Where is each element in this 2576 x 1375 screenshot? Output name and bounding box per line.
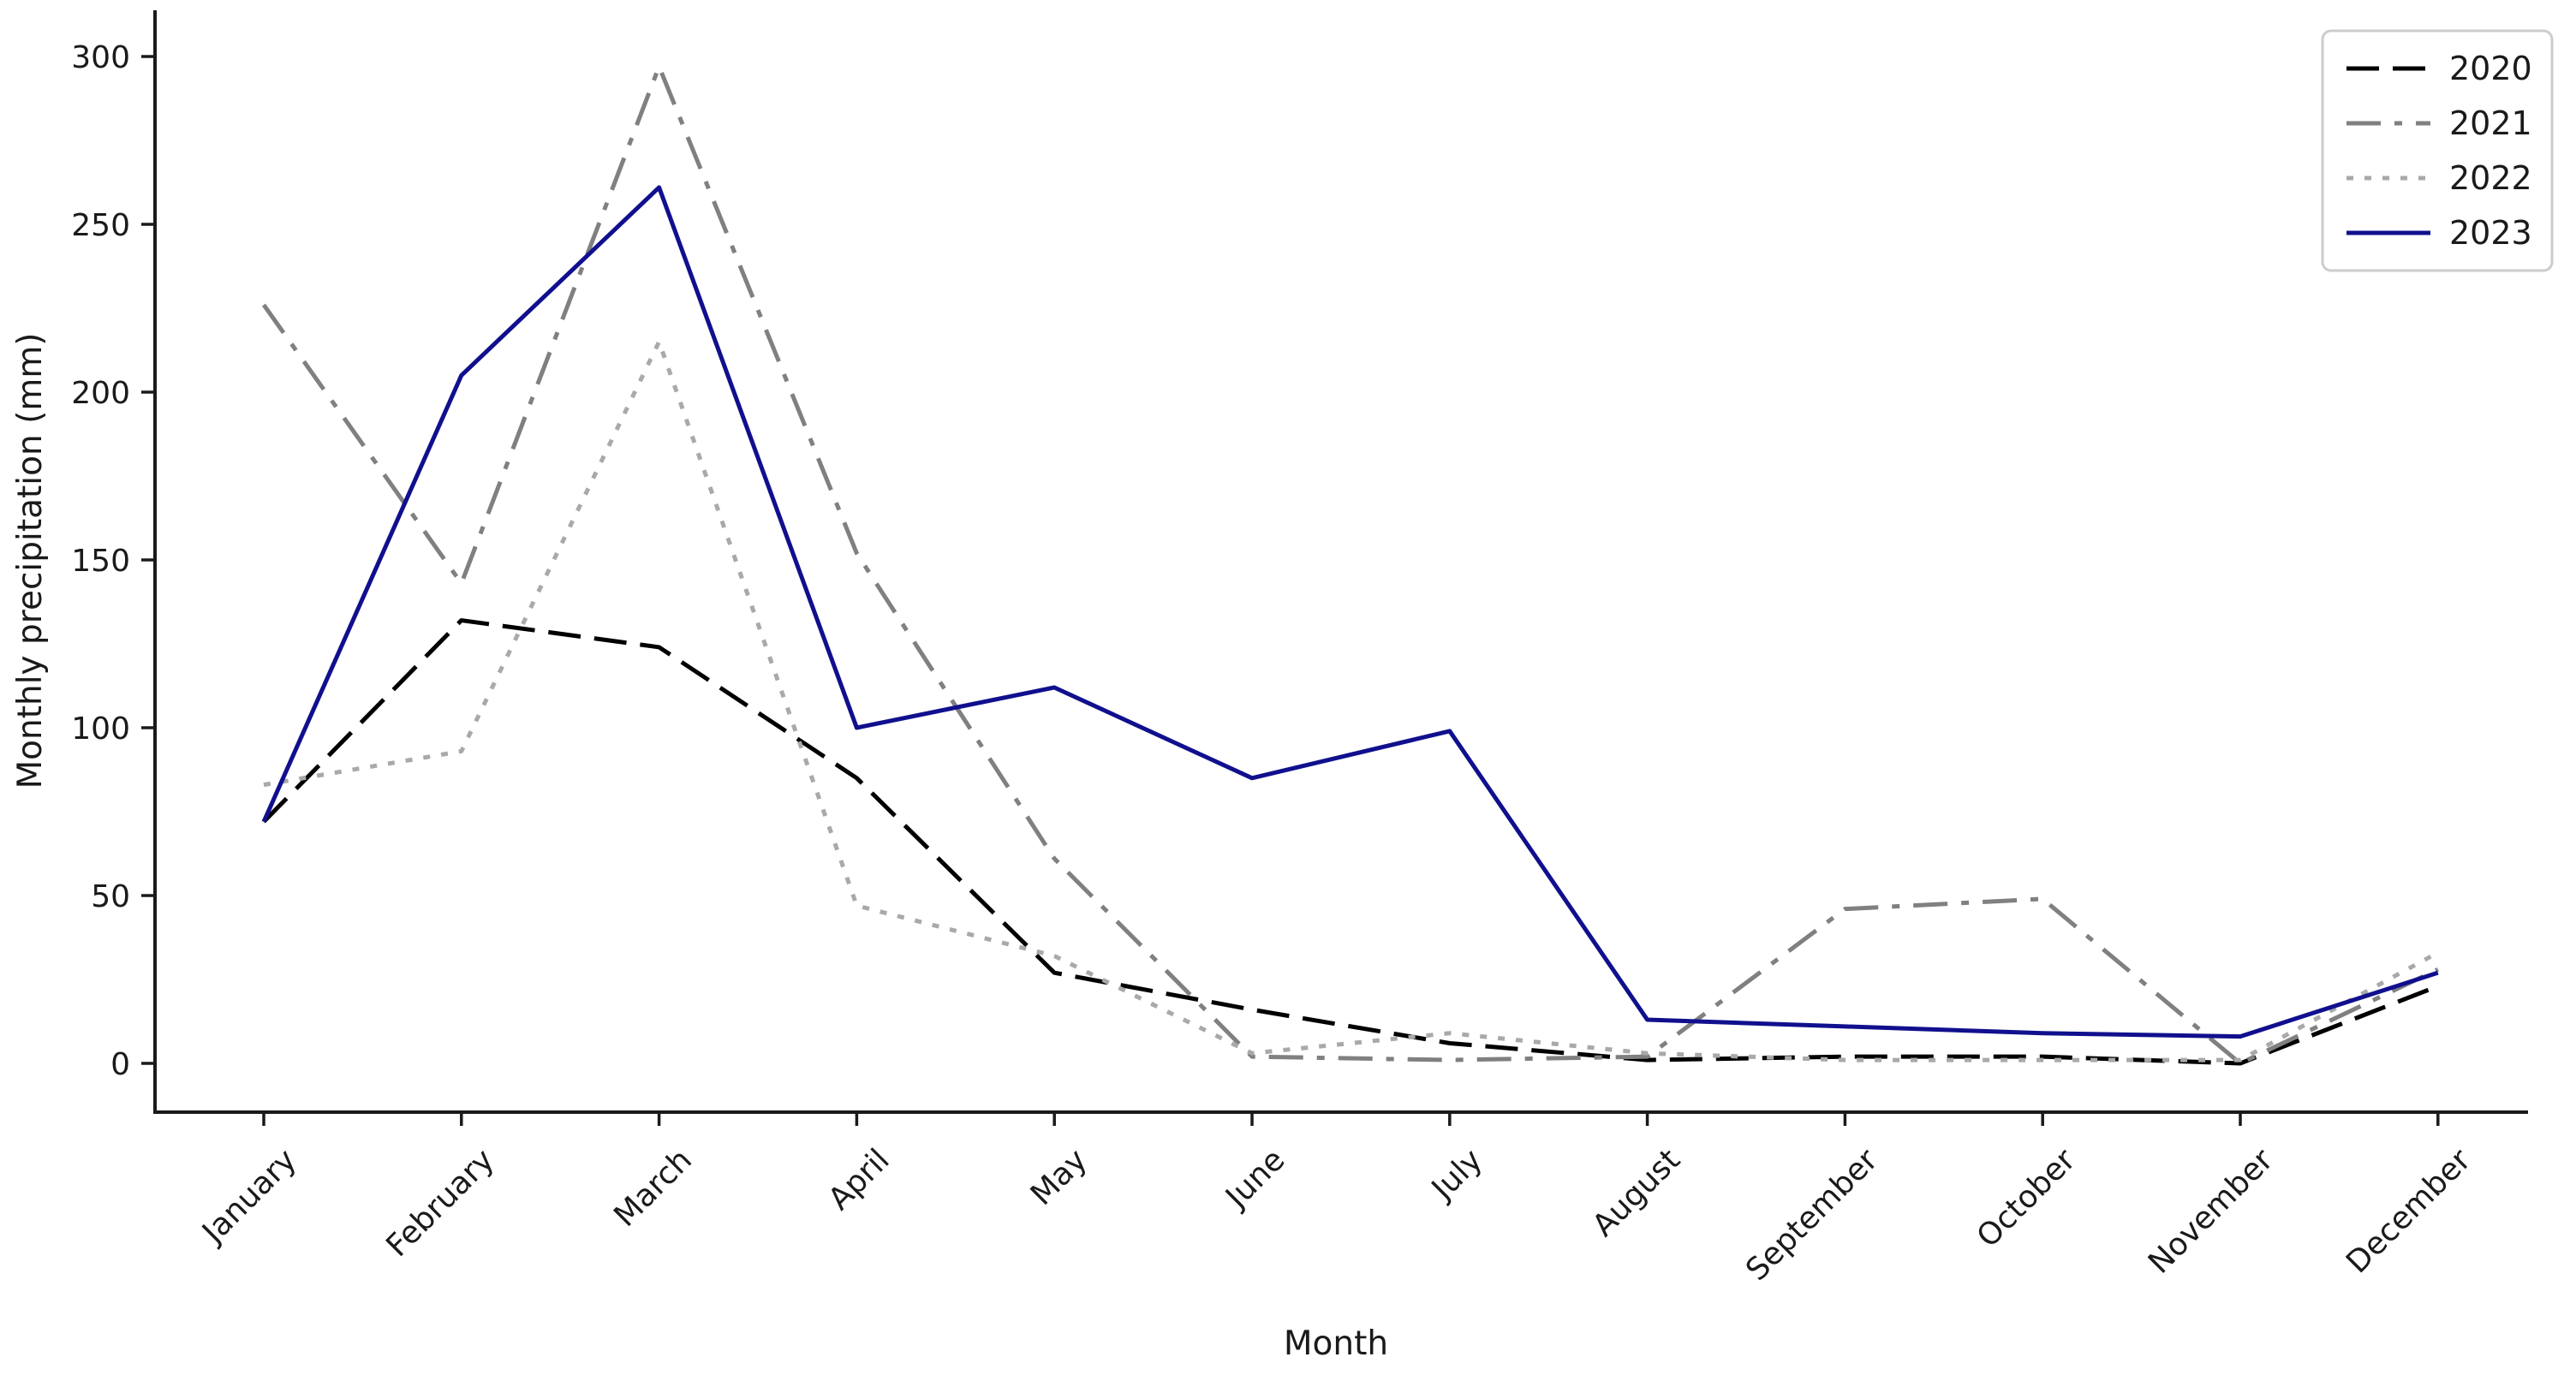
x-tick-label-september: September (1739, 1142, 1885, 1288)
x-tick-label-june: June (1219, 1142, 1292, 1216)
series-2023-line (261, 185, 2439, 1039)
y-tick-label: 0 (110, 1047, 130, 1082)
x-tick-label-december: December (2340, 1142, 2478, 1280)
y-axis-ticks: 0 50 100 150 200 250 300 (71, 40, 155, 1082)
y-tick-label: 50 (91, 879, 130, 914)
series-2020-line (262, 618, 2439, 1066)
y-tick-label: 200 (71, 376, 130, 411)
x-tick-label-may: May (1024, 1142, 1094, 1212)
x-axis-ticks: January February March April May June July Augu… (194, 1112, 2478, 1288)
legend-label-2020: 2020 (2449, 50, 2532, 87)
y-tick-label: 250 (71, 208, 130, 243)
legend-label-2022: 2022 (2449, 159, 2532, 197)
x-axis-label: Month (1284, 1324, 1388, 1363)
series-2021-line (261, 64, 2439, 1066)
x-tick-label-april: April (822, 1142, 897, 1217)
legend-item-2023: 2023 (2346, 214, 2532, 252)
x-tick-label-july: July (1424, 1142, 1489, 1207)
legend: 2020 2021 2022 2023 (2321, 29, 2554, 272)
x-tick-label-august: August (1586, 1142, 1687, 1243)
legend-label-2023: 2023 (2449, 214, 2532, 252)
legend-item-2020: 2020 (2346, 50, 2532, 87)
y-tick-label: 150 (71, 544, 130, 579)
legend-label-2021: 2021 (2449, 104, 2532, 142)
plot-series (261, 64, 2439, 1066)
y-axis-label: Monthly precipitation (mm) (11, 332, 50, 789)
y-tick-label: 300 (71, 40, 130, 75)
x-tick-label-march: March (607, 1142, 699, 1234)
legend-box (2321, 29, 2554, 272)
x-tick-label-january: January (194, 1142, 303, 1251)
x-tick-label-november: November (2142, 1142, 2281, 1281)
legend-item-2022: 2022 (2346, 159, 2532, 197)
legend-item-2021: 2021 (2346, 104, 2532, 142)
series-2022-line (263, 339, 2439, 1062)
y-tick-label: 100 (71, 711, 130, 747)
x-tick-label-october: October (1971, 1142, 2083, 1254)
x-tick-label-february: February (379, 1142, 501, 1264)
